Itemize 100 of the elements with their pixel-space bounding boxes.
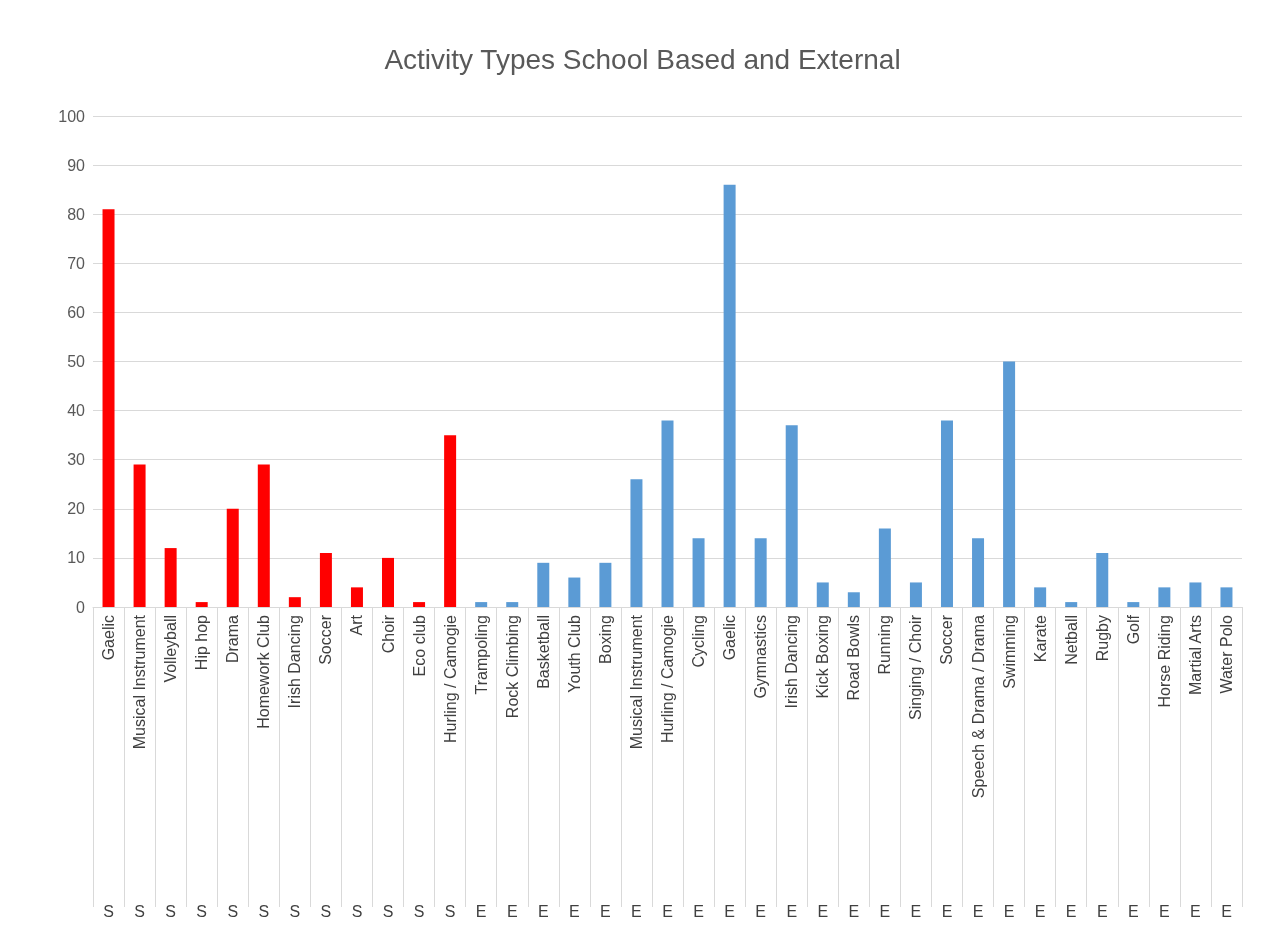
- text: E: [724, 902, 735, 920]
- bar: [1034, 587, 1047, 607]
- x-tick-label: Hurling / Camogie: [659, 614, 676, 744]
- text: S: [289, 902, 301, 920]
- text: E: [569, 902, 580, 920]
- x-tick-label: Trampoling: [472, 615, 490, 695]
- x-tick-label: Singing / Choir: [907, 614, 925, 720]
- text: S: [134, 902, 145, 920]
- bar: [692, 538, 705, 607]
- bar: [288, 597, 301, 607]
- bar: [1127, 602, 1140, 607]
- x-tick-label: Soccer: [938, 614, 956, 665]
- x-tick-label: Cycling: [690, 615, 708, 668]
- bar: [754, 538, 767, 607]
- y-tick-label: 70: [67, 254, 86, 272]
- y-tick-label: 100: [58, 107, 86, 125]
- x-tick-label: Gaelic: [721, 615, 739, 661]
- bar: [723, 184, 736, 607]
- x-tick-label: Eco club: [410, 614, 428, 677]
- bar: [1065, 602, 1078, 607]
- x-tick-label: Martial Arts: [1186, 615, 1204, 696]
- y-tick-label: 20: [67, 500, 86, 518]
- x-tick-label: Karate: [1031, 614, 1049, 663]
- x-tick-label: Hip hop: [193, 614, 211, 671]
- text: E: [693, 902, 704, 920]
- bar: [537, 562, 550, 607]
- text: S: [444, 902, 456, 920]
- y-tick-label: 90: [67, 156, 86, 174]
- text: E: [1190, 902, 1201, 920]
- bar: [661, 420, 674, 607]
- x-tick-label: Basketball: [534, 615, 552, 689]
- text: E: [475, 902, 487, 920]
- text: E: [600, 902, 611, 920]
- text: E: [1065, 902, 1077, 920]
- x-tick-label: Gymnastics: [752, 615, 770, 699]
- x-tick-label: Road Bowls: [845, 615, 863, 701]
- bar: [630, 479, 643, 607]
- y-tick-label: 10: [67, 549, 86, 567]
- x-tick-label: Water Polo: [1217, 614, 1235, 694]
- x-tick-label: Rugby: [1093, 615, 1111, 662]
- text: S: [165, 902, 176, 920]
- x-tick-label: Speech & Drama / Drama: [969, 614, 987, 799]
- text: E: [1034, 902, 1046, 920]
- y-tick-label: 30: [67, 451, 86, 469]
- bar: [568, 577, 581, 607]
- x-tick-label: Gaelic: [100, 615, 118, 661]
- x-tick-label: Irish Dancing: [783, 615, 801, 709]
- text: S: [351, 902, 363, 920]
- bar: [226, 508, 239, 607]
- bar: [972, 538, 985, 607]
- y-tick-label: 60: [67, 303, 86, 321]
- bar: [164, 548, 177, 607]
- bar: [785, 425, 798, 607]
- x-tick-label: Boxing: [596, 615, 614, 664]
- x-tick-label: Musical Instrument: [131, 614, 149, 750]
- x-tick-label: Art: [348, 614, 366, 636]
- bar: [506, 602, 519, 607]
- text: S: [227, 902, 239, 920]
- bar: [1003, 361, 1016, 607]
- bar: [847, 592, 860, 607]
- text: E: [506, 902, 518, 920]
- bar: [1220, 587, 1233, 607]
- text: S: [320, 902, 332, 920]
- x-tick-label: Musical Instrument: [627, 614, 645, 750]
- x-tick-label: Irish Dancing: [286, 615, 304, 709]
- bar: [1158, 587, 1171, 607]
- text: E: [1096, 902, 1108, 920]
- text: E: [910, 902, 922, 920]
- x-tick-label: Rock Climbing: [503, 615, 521, 719]
- x-tick-label: Youth Club: [565, 614, 583, 693]
- bar: [1189, 582, 1202, 607]
- x-tick-label: Homework Club: [255, 614, 273, 729]
- y-tick-label: 50: [67, 353, 86, 370]
- text: E: [755, 902, 766, 920]
- text: S: [413, 902, 425, 920]
- x-tick-label: Running: [876, 615, 894, 675]
- text: S: [196, 902, 208, 920]
- bar: [319, 552, 332, 607]
- text: E: [1003, 902, 1015, 920]
- bar: [878, 528, 891, 607]
- x-tick-label: Golf: [1124, 614, 1142, 645]
- text: E: [537, 902, 549, 920]
- x-tick-label: Swimming: [1000, 615, 1018, 689]
- y-tick-label: 80: [67, 205, 86, 223]
- bar: [909, 582, 922, 607]
- text: E: [941, 902, 953, 920]
- x-tick-label: Choir: [379, 614, 397, 654]
- x-tick-label: Volleyball: [162, 615, 180, 683]
- x-tick-label: Drama: [224, 614, 242, 664]
- x-tick-label: Soccer: [317, 614, 335, 665]
- text: E: [662, 902, 673, 920]
- text: E: [631, 902, 642, 920]
- x-tick-label: Netball: [1062, 615, 1080, 665]
- bar: [475, 602, 488, 607]
- text: E: [786, 902, 798, 920]
- x-tick-label: Hurling / Camogie: [441, 614, 459, 744]
- y-tick-label: 0: [76, 598, 86, 616]
- bar: [816, 582, 829, 607]
- text: S: [103, 902, 114, 920]
- bar: [1096, 552, 1109, 607]
